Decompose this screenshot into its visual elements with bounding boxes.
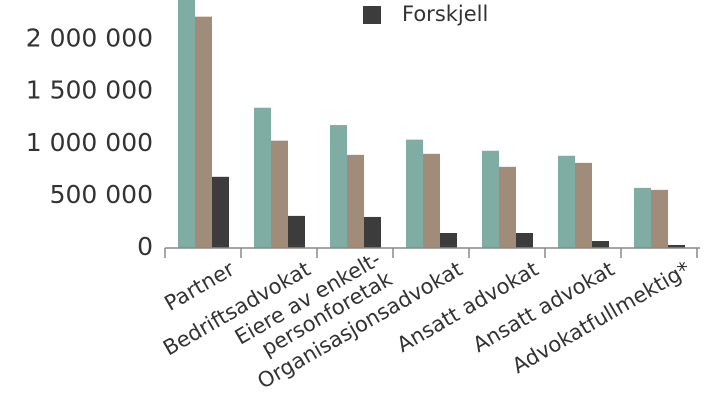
y-tick-label: 1 500 000 bbox=[26, 76, 153, 105]
bar bbox=[330, 125, 347, 248]
legend-swatch bbox=[363, 6, 381, 24]
bar bbox=[406, 139, 423, 248]
bar bbox=[440, 232, 457, 248]
bar bbox=[651, 189, 668, 248]
bar bbox=[364, 216, 381, 248]
bar bbox=[178, 0, 195, 248]
y-tick-label: 0 bbox=[137, 232, 153, 261]
bar bbox=[288, 215, 305, 248]
y-tick-label: 500 000 bbox=[50, 180, 153, 209]
bar bbox=[271, 140, 288, 248]
bar bbox=[592, 241, 609, 248]
bar bbox=[212, 176, 229, 248]
bar bbox=[634, 187, 651, 248]
bar bbox=[558, 155, 575, 248]
bar bbox=[347, 154, 364, 248]
plot-area bbox=[178, 0, 685, 248]
y-tick-label: 2 000 000 bbox=[26, 24, 153, 53]
bar bbox=[499, 166, 516, 248]
legend-label: Forskjell bbox=[402, 2, 488, 26]
bar bbox=[575, 162, 592, 248]
bar bbox=[668, 244, 685, 248]
y-tick-label: 1 000 000 bbox=[26, 128, 153, 157]
bar bbox=[516, 232, 533, 248]
bar bbox=[195, 16, 212, 248]
bar bbox=[482, 150, 499, 248]
bar bbox=[423, 153, 440, 248]
bar bbox=[254, 107, 271, 248]
